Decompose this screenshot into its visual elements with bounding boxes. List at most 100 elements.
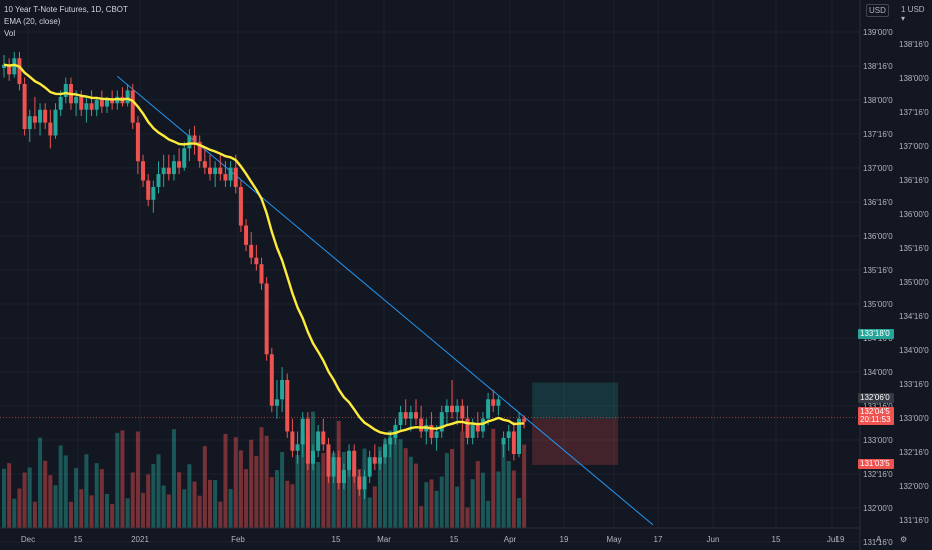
y-tick-label-secondary: 135'00'0 bbox=[899, 278, 929, 287]
volume-bar bbox=[465, 507, 470, 528]
candle-body bbox=[259, 264, 264, 284]
volume-bar bbox=[94, 463, 99, 528]
volume-bar bbox=[486, 500, 491, 528]
ema-legend[interactable]: EMA (20, close) bbox=[4, 17, 61, 26]
candle-body bbox=[439, 412, 444, 432]
volume-bar bbox=[22, 472, 27, 528]
volume-bar bbox=[218, 501, 223, 528]
candle-body bbox=[450, 405, 455, 413]
volume-bar bbox=[115, 432, 120, 528]
ema-line bbox=[3, 63, 525, 436]
candle-body bbox=[151, 186, 156, 200]
candle-body bbox=[27, 116, 32, 130]
y-tick-label-primary: 134'00'0 bbox=[863, 368, 893, 377]
candle-body bbox=[2, 64, 6, 68]
y-tick-label-primary: 135'16'0 bbox=[863, 266, 893, 275]
candle-body bbox=[300, 418, 305, 445]
candle-body bbox=[269, 354, 274, 406]
volume-bar bbox=[43, 460, 48, 528]
y-tick-label-secondary: 133'16'0 bbox=[899, 380, 929, 389]
candle-body bbox=[89, 103, 94, 110]
candle-body bbox=[249, 244, 254, 258]
volume-bar bbox=[475, 461, 480, 528]
volume-bar bbox=[12, 498, 17, 528]
volume-bar bbox=[7, 463, 12, 528]
volume-bar bbox=[151, 463, 156, 528]
y-tick-label-secondary: 131'16'0 bbox=[899, 516, 929, 525]
candle-body bbox=[367, 457, 372, 477]
candle-body bbox=[419, 418, 424, 432]
volume-bar bbox=[249, 439, 254, 528]
volume-bar bbox=[192, 481, 197, 528]
y-tick-label-primary: 136'16'0 bbox=[863, 198, 893, 207]
candle-body bbox=[316, 431, 321, 451]
volume-bar bbox=[68, 501, 73, 528]
candle-body bbox=[125, 90, 130, 104]
price-tag-label: 131'03'5 bbox=[860, 459, 890, 468]
auto-scale-button[interactable]: A bbox=[876, 535, 882, 544]
candle-body bbox=[357, 476, 362, 490]
volume-bar bbox=[135, 431, 140, 528]
volume-bar bbox=[202, 446, 207, 528]
volume-bar bbox=[496, 471, 501, 528]
candle-body bbox=[48, 122, 53, 136]
candle-body bbox=[274, 399, 279, 406]
candle-body bbox=[326, 444, 331, 477]
y-tick-label-secondary: 137'00'0 bbox=[899, 142, 929, 151]
candle-body bbox=[43, 109, 48, 123]
volume-bar bbox=[269, 477, 274, 528]
price-tag-label: 132'04'5 bbox=[860, 407, 890, 416]
candle-body bbox=[233, 167, 238, 187]
volume-bar bbox=[367, 497, 372, 528]
candle-body bbox=[414, 412, 418, 419]
candle-body bbox=[197, 141, 202, 162]
candle-body bbox=[166, 167, 171, 175]
candle-body bbox=[244, 225, 249, 245]
currency-badge-primary[interactable]: USD bbox=[866, 4, 889, 17]
y-tick-label-primary: 136'00'0 bbox=[863, 232, 893, 241]
y-tick-label-primary: 139'00'0 bbox=[863, 28, 893, 37]
currency-badge-secondary[interactable]: 1 USD ▾ bbox=[901, 5, 925, 23]
settings-icon[interactable]: ⚙ bbox=[900, 535, 907, 544]
volume-bar bbox=[517, 497, 521, 528]
x-tick-label: Jun bbox=[707, 535, 720, 544]
volume-bar bbox=[213, 479, 218, 528]
y-tick-label-secondary: 136'16'0 bbox=[899, 176, 929, 185]
y-tick-label-primary: 135'00'0 bbox=[863, 300, 893, 309]
volume-bar bbox=[99, 469, 104, 528]
volume-bar bbox=[208, 479, 212, 528]
candle-body bbox=[383, 444, 388, 458]
volume-legend[interactable]: Vol bbox=[4, 29, 16, 38]
candle-body bbox=[517, 418, 521, 454]
x-tick-label: 17 bbox=[654, 535, 663, 544]
candle-body bbox=[218, 167, 223, 175]
candle-body bbox=[321, 431, 326, 445]
candle-body bbox=[290, 431, 295, 451]
volume-bar bbox=[501, 438, 506, 528]
volume-bar bbox=[388, 430, 393, 528]
candle-body bbox=[506, 431, 511, 438]
volume-bar bbox=[408, 456, 413, 528]
candle-body bbox=[501, 437, 506, 445]
y-tick-label-primary: 131'16'0 bbox=[863, 538, 893, 547]
candle-body bbox=[238, 186, 243, 226]
volume-bar bbox=[2, 468, 6, 528]
x-tick-label: Mar bbox=[377, 535, 391, 544]
price-tag-box bbox=[858, 415, 894, 425]
volume-bar bbox=[357, 469, 362, 528]
y-tick-label-secondary: 135'16'0 bbox=[899, 244, 929, 253]
candle-body bbox=[372, 457, 377, 464]
volume-bar bbox=[393, 433, 398, 528]
volume-bar bbox=[434, 490, 439, 528]
volume-bar bbox=[305, 436, 310, 528]
volume-bar bbox=[259, 427, 264, 528]
candle-body bbox=[480, 418, 485, 432]
y-tick-label-primary: 137'00'0 bbox=[863, 164, 893, 173]
candle-body bbox=[187, 135, 192, 149]
volume-bar bbox=[352, 466, 357, 528]
y-tick-label-primary: 132'16'0 bbox=[863, 470, 893, 479]
y-tick-label-secondary: 134'00'0 bbox=[899, 346, 929, 355]
candle-body bbox=[429, 425, 434, 438]
volume-bar bbox=[161, 485, 166, 528]
